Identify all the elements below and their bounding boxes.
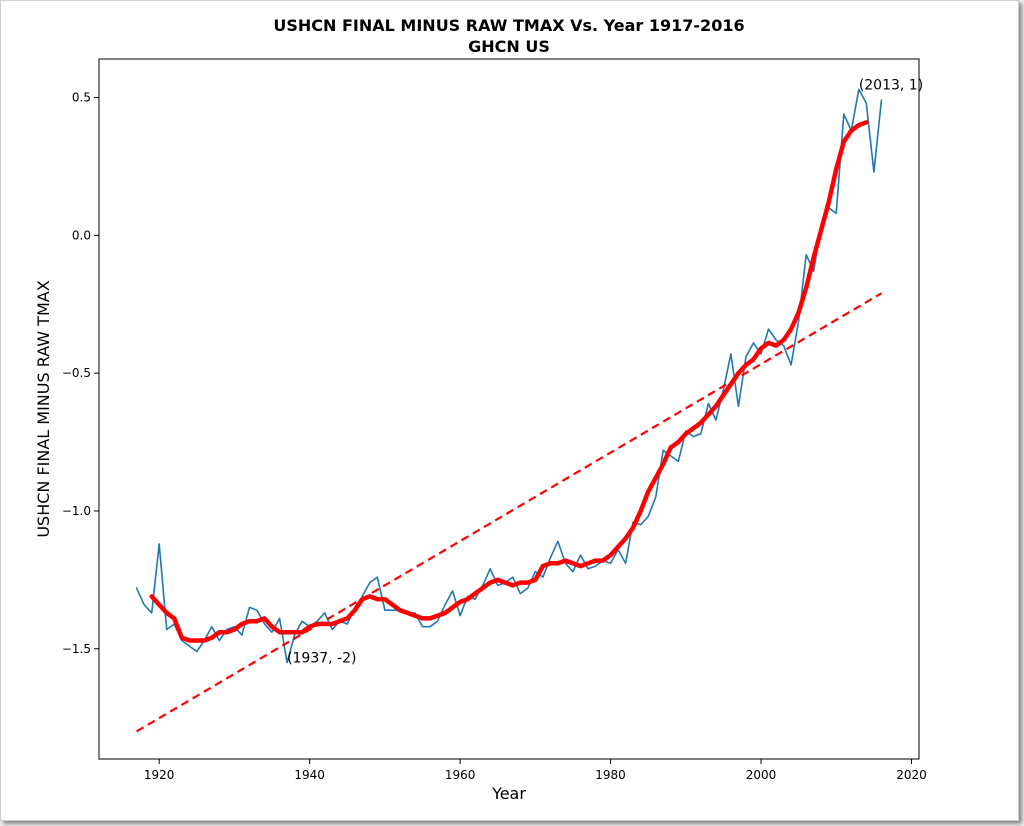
y-axis-label: USHCN FINAL MINUS RAW TMAX <box>34 280 53 537</box>
smoothed-series-line <box>149 120 869 643</box>
trend-line <box>136 292 882 733</box>
y-tick-label: −1.5 <box>62 642 91 656</box>
x-tick-label: 2000 <box>746 768 777 782</box>
plot-area <box>98 58 920 760</box>
y-tick-label: 0.0 <box>72 228 91 242</box>
annotation-layer: (2013, 1) (1937, -2) <box>287 77 923 666</box>
y-tick-label: −1.0 <box>62 504 91 518</box>
x-tick-label: 1960 <box>445 768 476 782</box>
y-axis: −1.5 −1.0 −0.5 0.0 0.5 <box>62 91 99 656</box>
x-tick-label: 1940 <box>294 768 325 782</box>
x-axis-label: Year <box>491 784 526 803</box>
annotation-label: (1937, -2) <box>287 651 356 667</box>
chart-subtitle: GHCN US <box>468 37 550 56</box>
x-axis: 1920 1940 1960 1980 2000 2020 <box>144 759 927 782</box>
chart-title: USHCN FINAL MINUS RAW TMAX Vs. Year 1917… <box>273 16 744 35</box>
y-tick-label: −0.5 <box>62 366 91 380</box>
y-tick-label: 0.5 <box>72 91 91 105</box>
raw-series-line <box>135 88 883 664</box>
annotation-label: (2013, 1) <box>859 77 923 93</box>
x-tick-label: 1920 <box>144 768 175 782</box>
x-tick-label: 2020 <box>896 768 927 782</box>
series-layer <box>135 88 883 733</box>
x-tick-label: 1980 <box>595 768 626 782</box>
